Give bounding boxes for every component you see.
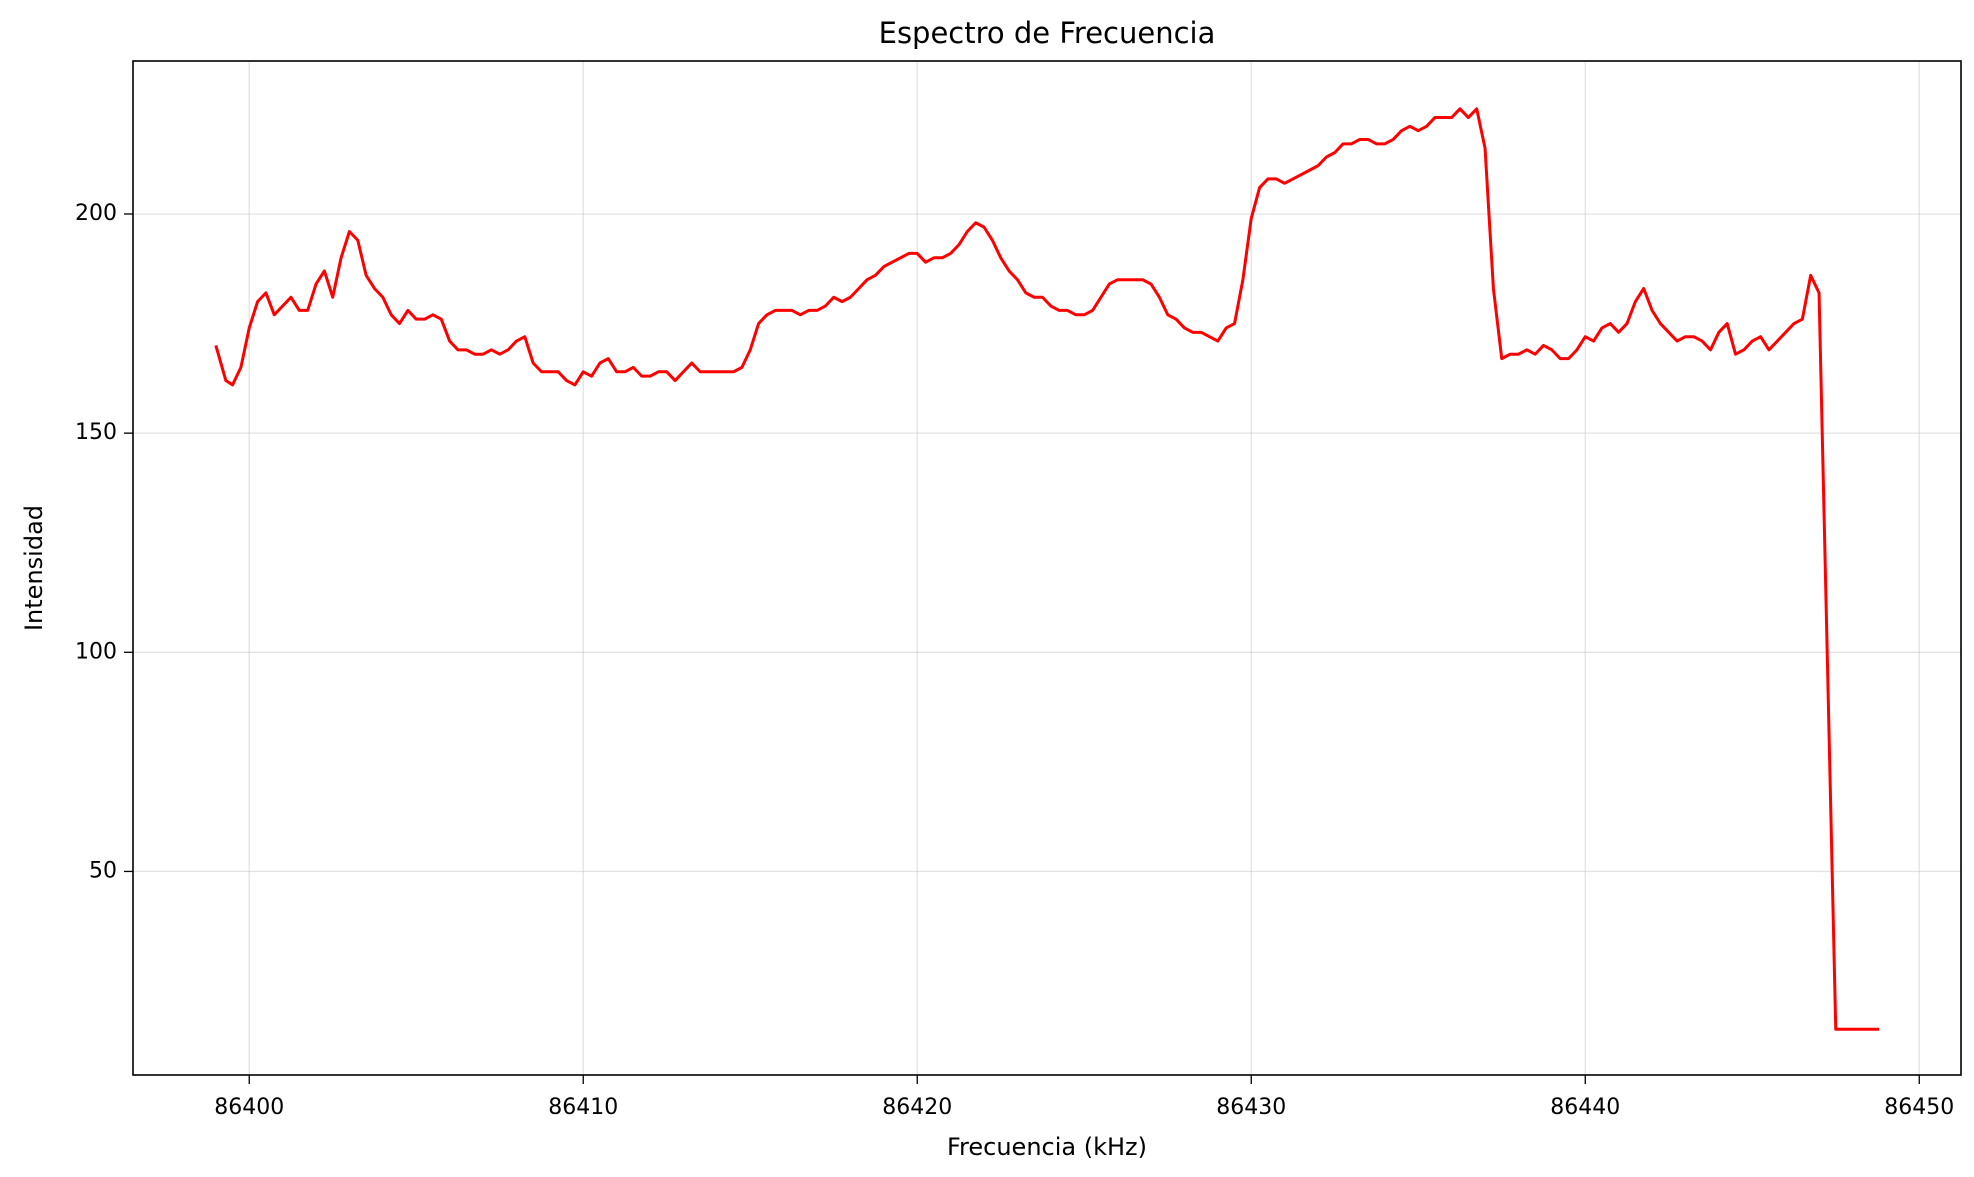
x-tick-label: 86450 [1884, 1095, 1954, 1120]
x-tick-label: 86430 [1216, 1095, 1286, 1120]
x-tick-label: 86410 [548, 1095, 618, 1120]
x-tick-label: 86400 [214, 1095, 284, 1120]
y-tick-label: 100 [75, 639, 117, 664]
plot-frame [132, 60, 1962, 1076]
y-tick-label: 200 [75, 201, 117, 226]
chart-title: Espectro de Frecuencia [879, 16, 1216, 50]
data-line [214, 107, 1880, 1031]
x-tick-label: 86420 [882, 1095, 952, 1120]
x-tick-label: 86440 [1550, 1095, 1620, 1120]
y-axis-label: Intensidad [20, 505, 48, 631]
y-tick-label: 50 [89, 858, 117, 883]
y-tick-label: 150 [75, 420, 117, 445]
x-axis-label: Frecuencia (kHz) [947, 1133, 1147, 1161]
